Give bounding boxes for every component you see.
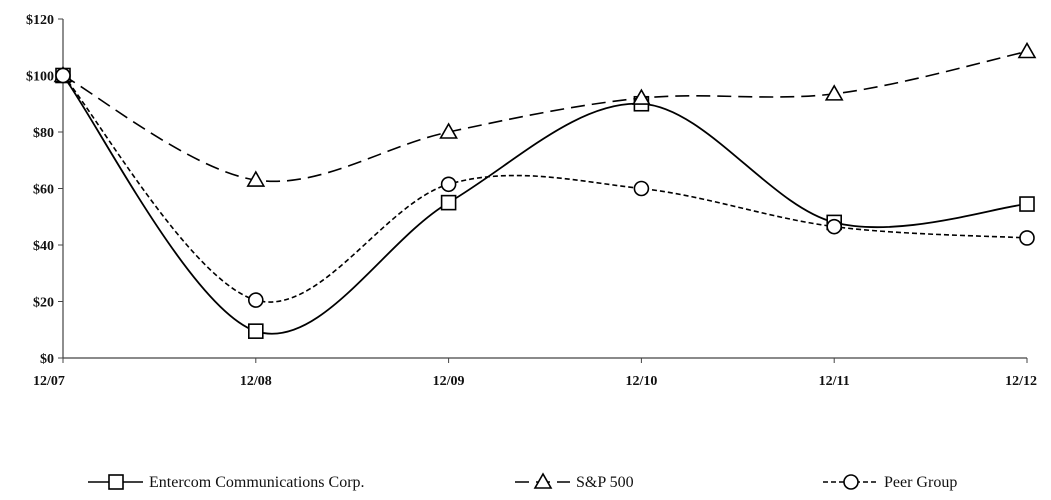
- legend-label: Peer Group: [884, 474, 957, 491]
- series-triangle: [53, 41, 1037, 187]
- legend-label: S&P 500: [576, 474, 634, 491]
- legend-marker-square: [108, 474, 124, 490]
- data-point-triangle: [824, 84, 844, 101]
- data-point-triangle: [439, 122, 458, 139]
- series-line: [62, 50, 1028, 183]
- data-point-circle: [1019, 230, 1035, 246]
- y-tick-label: $0: [40, 352, 54, 367]
- axes: [58, 18, 1028, 363]
- series-line: [62, 74, 1028, 335]
- data-point-square: [1019, 196, 1035, 212]
- legend-item: S&P 500: [515, 472, 634, 491]
- data-point-circle: [248, 292, 264, 308]
- legend-marker-circle: [843, 474, 859, 490]
- y-tick-label: $100: [26, 70, 54, 85]
- legend-item: Entercom Communications Corp.: [88, 474, 365, 491]
- y-tick-label: $40: [33, 239, 54, 254]
- data-point-circle: [633, 180, 650, 197]
- data-point-circle: [440, 176, 457, 193]
- data-point-circle: [826, 218, 843, 235]
- legend-label: Entercom Communications Corp.: [149, 474, 365, 491]
- legend-marker-triangle: [533, 472, 553, 489]
- x-tick-label: 12/09: [433, 374, 465, 389]
- data-point-square: [248, 323, 264, 339]
- data-point-triangle: [632, 88, 651, 105]
- x-tick-label: 12/12: [1005, 374, 1037, 389]
- data-point-triangle: [1017, 41, 1037, 59]
- x-tick-label: 12/07: [33, 374, 65, 389]
- x-tick-label: 12/11: [819, 374, 850, 389]
- data-point-triangle: [246, 170, 266, 187]
- series-circle: [55, 67, 1035, 308]
- y-tick-label: $80: [33, 126, 54, 141]
- y-tick-label: $20: [33, 296, 54, 311]
- y-tick-label: $120: [26, 13, 54, 28]
- series-line: [62, 74, 1028, 303]
- x-tick-label: 12/10: [625, 374, 657, 389]
- x-tick-label: 12/08: [240, 374, 272, 389]
- series-lines: [53, 41, 1037, 339]
- tick-labels: $0 $20 $40 $60 $80 $100 $120 12/07 12/08 12/09 12/…: [26, 13, 1037, 389]
- data-point-circle: [55, 67, 71, 84]
- legend-item: Peer Group: [823, 474, 957, 491]
- series-square: [55, 67, 1035, 339]
- legend: Entercom Communications Corp. S&P 500 Peer…: [88, 472, 957, 491]
- y-tick-label: $60: [33, 183, 54, 198]
- data-point-square: [440, 194, 457, 211]
